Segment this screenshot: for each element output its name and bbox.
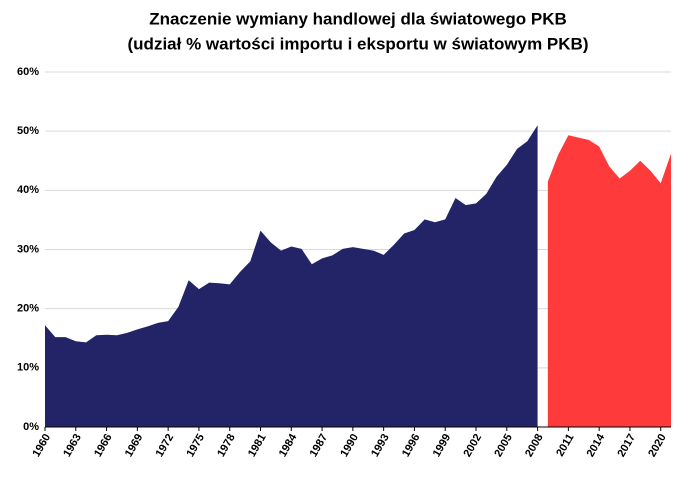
x-tick-label: 2002 — [461, 432, 484, 459]
y-tick-label: 0% — [23, 421, 39, 433]
y-tick-label: 10% — [17, 362, 39, 374]
x-tick-label: 1990 — [338, 432, 361, 459]
y-tick-label: 60% — [17, 66, 39, 78]
y-tick-label: 30% — [17, 243, 39, 255]
x-tick-label: 2008 — [523, 432, 546, 459]
x-tick-label: 1996 — [400, 432, 423, 459]
y-tick-label: 40% — [17, 184, 39, 196]
y-tick-label: 20% — [17, 303, 39, 315]
area — [45, 125, 538, 427]
chart-subtitle: (udział % wartości importu i eksportu w … — [128, 34, 589, 53]
x-tick-label: 1987 — [308, 432, 331, 459]
x-tick-label: 1972 — [154, 432, 177, 459]
x-tick-label: 1975 — [184, 432, 207, 459]
x-tick-label: 1978 — [215, 432, 238, 459]
x-tick-label: 2020 — [646, 432, 669, 459]
y-tick-label: 50% — [17, 125, 39, 137]
x-tick-label: 1993 — [369, 432, 392, 459]
x-tick-label: 1984 — [277, 431, 300, 459]
x-tick-label: 1999 — [431, 432, 454, 459]
x-tick-label: 1966 — [92, 432, 115, 459]
x-tick-label: 1969 — [123, 432, 146, 459]
area — [547, 135, 671, 427]
x-tick-label: 2005 — [492, 432, 515, 459]
x-tick-label: 2014 — [585, 431, 608, 459]
chart-title: Znaczenie wymiany handlowej dla światowe… — [149, 9, 567, 28]
x-tick-label: 2017 — [615, 432, 638, 459]
x-tick-label: 1981 — [246, 432, 269, 459]
x-tick-label: 1963 — [61, 432, 84, 459]
x-tick-label: 2011 — [554, 432, 576, 459]
x-tick-label: 1960 — [30, 432, 53, 459]
